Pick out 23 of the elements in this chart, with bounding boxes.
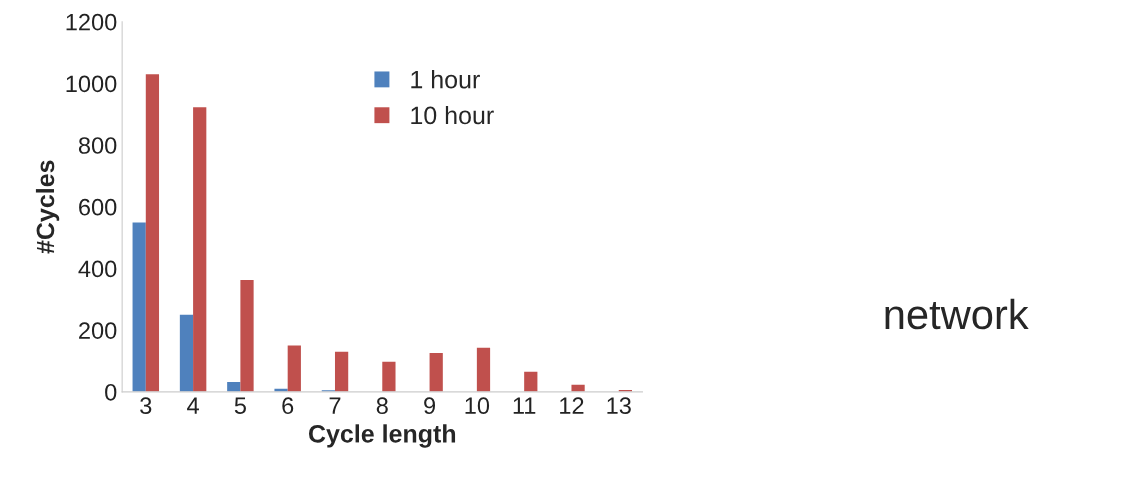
- y-axis-title: #Cycles: [35, 160, 60, 254]
- x-tick-label: 8: [376, 397, 388, 415]
- x-tick-label: 9: [424, 397, 436, 415]
- x-tick-label: 10: [465, 397, 490, 415]
- x-tick-label: 5: [234, 397, 246, 415]
- y-tick-label: 600: [79, 198, 117, 216]
- x-axis-title: Cycle length: [308, 424, 456, 448]
- x-tick-label: 4: [187, 397, 199, 414]
- legend-label: 1 hour: [411, 70, 480, 89]
- x-tick-label: 7: [329, 397, 341, 414]
- x-tick-label: 11: [513, 397, 536, 414]
- x-tick-label: 3: [140, 397, 152, 415]
- y-tick-label: 0: [105, 383, 117, 401]
- legend-label: 10 hour: [411, 105, 494, 125]
- x-tick-label: 13: [607, 397, 631, 415]
- y-tick-label: 200: [79, 322, 117, 339]
- y-tick-label: 400: [78, 260, 117, 278]
- x-tick-label: 12: [560, 397, 584, 414]
- text: network: [885, 298, 1029, 330]
- x-tick-label: 6: [282, 397, 294, 415]
- y-tick-label: 1000: [66, 75, 117, 93]
- y-tick-label: 1200: [66, 13, 117, 31]
- y-tick-label: 800: [78, 137, 117, 154]
